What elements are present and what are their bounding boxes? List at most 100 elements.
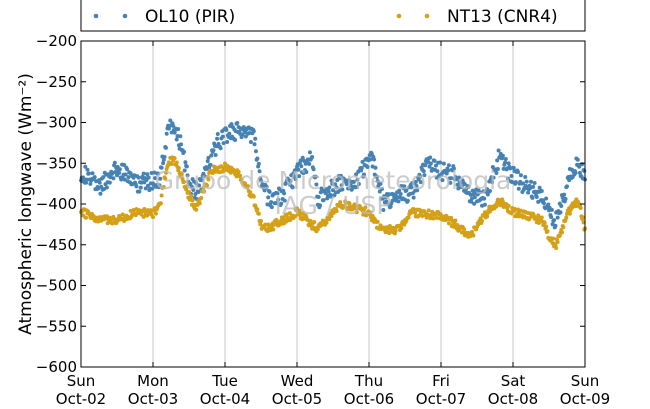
data-point	[393, 228, 398, 233]
data-point	[123, 172, 128, 177]
data-point	[440, 178, 445, 183]
data-point	[582, 168, 587, 173]
data-point	[409, 185, 414, 190]
data-point	[355, 177, 360, 182]
legend-label-ol10: OL10 (PIR)	[145, 7, 235, 27]
data-point	[433, 163, 438, 168]
data-point	[334, 185, 339, 190]
data-point	[290, 185, 295, 190]
data-point	[112, 160, 117, 165]
data-point	[334, 209, 339, 214]
series-ol10	[79, 118, 587, 230]
data-point	[462, 226, 467, 231]
data-point	[513, 180, 518, 185]
x-tick-label-date: Oct-07	[416, 390, 466, 408]
data-point	[150, 186, 155, 191]
data-point	[307, 162, 312, 167]
data-point	[459, 184, 464, 189]
data-point	[346, 186, 351, 191]
data-point	[159, 165, 164, 170]
data-point	[441, 161, 446, 166]
data-point	[321, 198, 326, 203]
data-point	[199, 177, 204, 182]
data-point	[189, 184, 194, 189]
data-point	[361, 172, 366, 177]
data-point	[316, 195, 321, 200]
x-axis: SunOct-02MonOct-03TueOct-04WedOct-05ThuO…	[56, 41, 610, 408]
data-point	[494, 171, 499, 176]
data-point	[206, 177, 211, 182]
data-point	[201, 185, 206, 190]
data-point	[215, 131, 220, 136]
data-point	[175, 134, 180, 139]
data-point	[482, 202, 487, 207]
data-point	[383, 230, 388, 235]
data-point	[351, 179, 356, 184]
data-point	[496, 148, 501, 153]
data-point	[426, 208, 431, 213]
data-point	[205, 183, 209, 188]
x-tick-label-date: Oct-03	[128, 390, 178, 408]
data-point	[189, 193, 194, 198]
data-point	[558, 210, 563, 215]
data-point	[327, 185, 332, 190]
data-point	[462, 182, 467, 187]
data-point	[298, 158, 303, 163]
data-point	[315, 227, 320, 232]
data-point	[111, 176, 116, 181]
data-point	[190, 198, 195, 203]
data-point	[435, 169, 440, 174]
data-point	[225, 139, 230, 144]
data-point	[549, 214, 554, 219]
data-point	[422, 173, 427, 178]
y-tick-label: −350	[36, 154, 77, 172]
data-point	[172, 156, 177, 161]
data-point	[247, 130, 252, 135]
data-point	[406, 215, 411, 220]
data-point	[327, 217, 332, 222]
x-tick-label-day: Mon	[137, 372, 169, 390]
data-point	[453, 218, 458, 223]
data-point	[490, 179, 495, 184]
data-point	[264, 184, 269, 189]
data-point	[179, 142, 184, 147]
data-point	[176, 166, 181, 171]
data-point	[258, 222, 263, 227]
y-axis: −200 −250 −300 −350 −400 −450 −500 −550 −600	[36, 32, 585, 376]
data-point	[360, 159, 365, 164]
data-point	[172, 130, 177, 135]
data-point	[304, 170, 309, 175]
data-point	[153, 176, 158, 181]
data-point	[84, 177, 89, 182]
data-point	[541, 201, 546, 206]
y-tick-label: −550	[36, 317, 77, 335]
data-point	[564, 215, 569, 220]
data-point	[368, 210, 373, 215]
watermark-line-1: Grupo de Micrometeorologia	[155, 166, 512, 195]
data-point	[194, 207, 199, 212]
data-point	[356, 181, 361, 186]
data-point	[480, 218, 485, 223]
data-point	[542, 220, 547, 225]
data-point	[471, 233, 476, 238]
x-tick-label-date: Oct-04	[200, 390, 250, 408]
data-point	[438, 160, 443, 165]
data-point	[161, 184, 166, 189]
x-tick-label-date: Oct-05	[272, 390, 322, 408]
data-point	[211, 148, 216, 153]
data-point	[354, 185, 359, 190]
data-point	[398, 191, 403, 196]
data-point	[552, 218, 557, 223]
data-point	[578, 206, 583, 211]
y-tick-label: −450	[36, 236, 77, 254]
data-point	[451, 166, 456, 171]
data-point	[86, 171, 91, 176]
data-point	[196, 189, 201, 194]
data-point	[274, 201, 279, 206]
data-point	[256, 211, 261, 216]
series-layer	[79, 118, 587, 251]
data-point	[92, 175, 97, 180]
data-point	[187, 189, 191, 194]
data-point	[559, 204, 564, 209]
